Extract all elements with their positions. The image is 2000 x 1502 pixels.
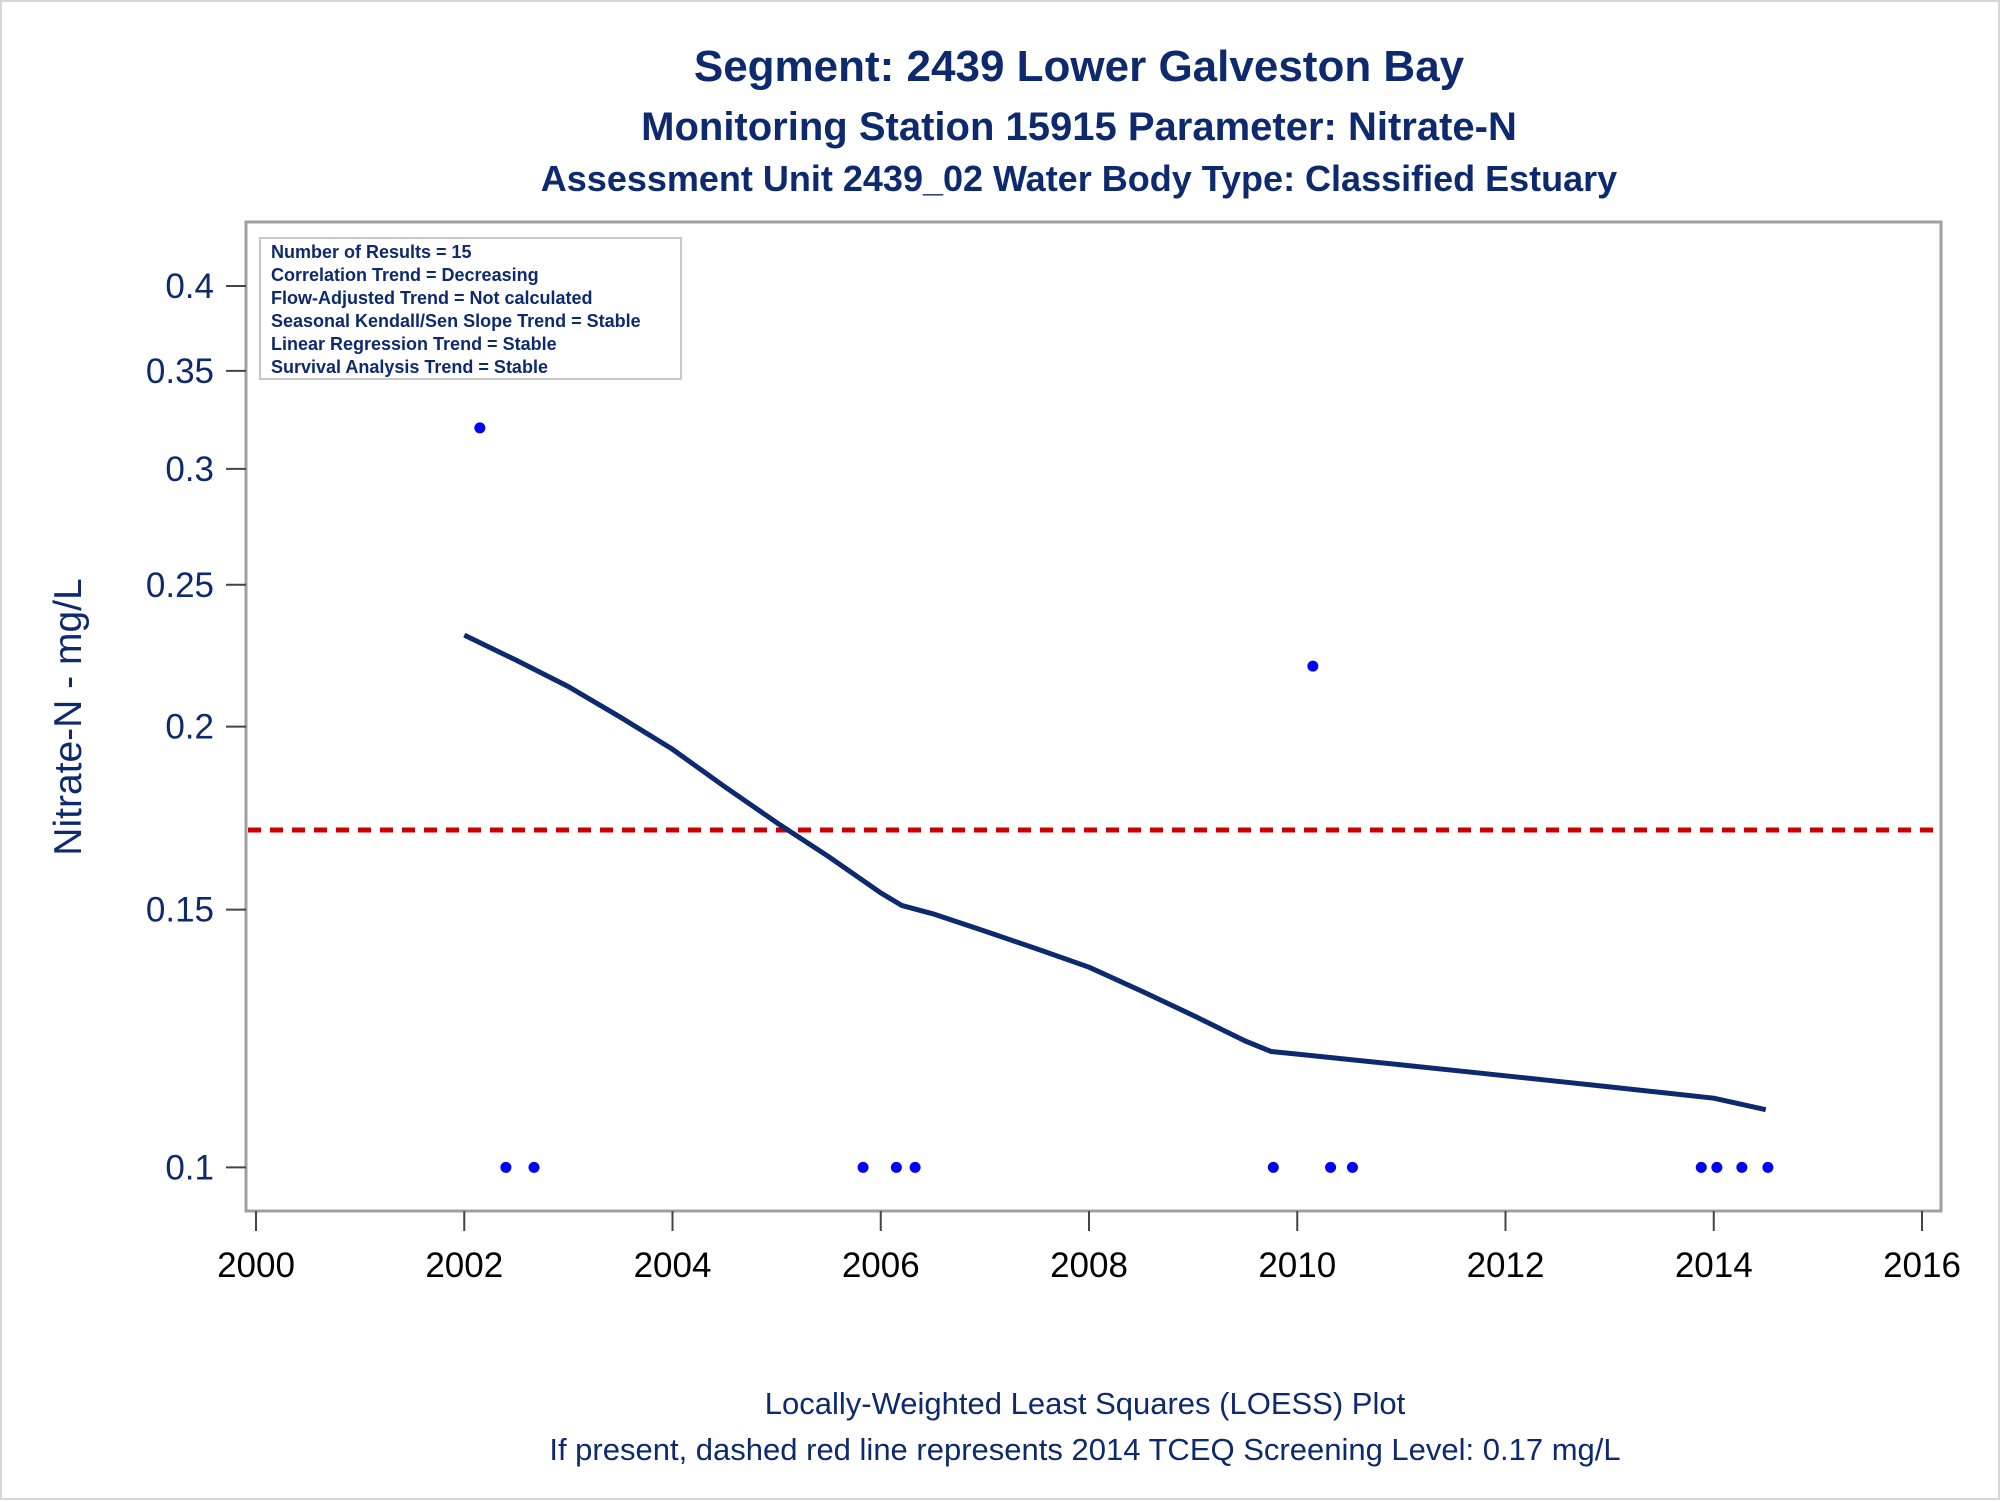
data-point bbox=[890, 1161, 902, 1173]
footnote-loess: Locally-Weighted Least Squares (LOESS) P… bbox=[765, 1386, 1406, 1421]
footnote-screening-level: If present, dashed red line represents 2… bbox=[549, 1432, 1620, 1467]
stats-line-survival: Survival Analysis Trend = Stable bbox=[271, 357, 548, 377]
loess-curve-group bbox=[463, 632, 1767, 1113]
x-tick-label: 2000 bbox=[217, 1246, 295, 1285]
data-point bbox=[1695, 1161, 1707, 1173]
data-point bbox=[500, 1161, 512, 1173]
x-tick-label: 2012 bbox=[1467, 1246, 1545, 1285]
stats-box: Number of Results = 15 Correlation Trend… bbox=[259, 237, 682, 380]
data-point bbox=[474, 422, 486, 434]
y-axis-label: Nitrate-N - mg/L bbox=[47, 578, 90, 855]
x-tick-label: 2010 bbox=[1258, 1246, 1336, 1285]
stats-line-seasonal-kendall: Seasonal Kendall/Sen Slope Trend = Stabl… bbox=[271, 311, 641, 331]
loess-curve bbox=[463, 632, 1767, 1113]
y-axis: 0.1 0.15 0.2 0.25 0.3 0.35 0.4 bbox=[146, 267, 246, 1187]
data-points-group bbox=[455, 249, 1774, 1173]
y-tick-label: 0.25 bbox=[146, 566, 214, 605]
x-tick-label: 2006 bbox=[842, 1246, 920, 1285]
data-point bbox=[1267, 1161, 1279, 1173]
stats-line-flow-adjusted: Flow-Adjusted Trend = Not calculated bbox=[271, 288, 593, 308]
x-tick-label: 2014 bbox=[1675, 1246, 1753, 1285]
x-axis: 2000 2002 2004 2006 2008 2010 2012 2014 2016 bbox=[217, 1211, 1961, 1285]
chart-title: Segment: 2439 Lower Galveston Bay bbox=[694, 42, 1465, 91]
data-point bbox=[857, 1161, 869, 1173]
data-point bbox=[1307, 660, 1319, 672]
chart-subtitle-station: Monitoring Station 15915 Parameter: Nitr… bbox=[641, 105, 1517, 149]
data-point bbox=[528, 1161, 540, 1173]
y-tick-label: 0.35 bbox=[146, 352, 214, 391]
x-tick-label: 2004 bbox=[634, 1246, 712, 1285]
y-tick-label: 0.4 bbox=[165, 267, 214, 306]
x-tick-label: 2008 bbox=[1050, 1246, 1128, 1285]
y-tick-label: 0.1 bbox=[165, 1148, 214, 1187]
y-tick-label: 0.3 bbox=[165, 450, 214, 489]
data-point bbox=[1711, 1161, 1723, 1173]
stats-line-correlation: Correlation Trend = Decreasing bbox=[271, 265, 539, 285]
chart-subtitle-assessment: Assessment Unit 2439_02 Water Body Type:… bbox=[541, 158, 1617, 199]
data-point bbox=[1325, 1161, 1337, 1173]
data-point bbox=[1346, 1161, 1358, 1173]
stats-box-border bbox=[259, 237, 682, 380]
data-point bbox=[1736, 1161, 1748, 1173]
stats-line-linear-regression: Linear Regression Trend = Stable bbox=[271, 334, 557, 354]
data-point bbox=[909, 1161, 921, 1173]
stats-line-results: Number of Results = 15 bbox=[271, 242, 472, 262]
plot-area bbox=[244, 220, 1943, 1213]
y-tick-label: 0.2 bbox=[165, 708, 214, 747]
y-tick-label: 0.15 bbox=[146, 891, 214, 930]
x-tick-label: 2016 bbox=[1883, 1246, 1961, 1285]
data-point bbox=[1762, 1161, 1774, 1173]
x-tick-label: 2002 bbox=[425, 1246, 503, 1285]
